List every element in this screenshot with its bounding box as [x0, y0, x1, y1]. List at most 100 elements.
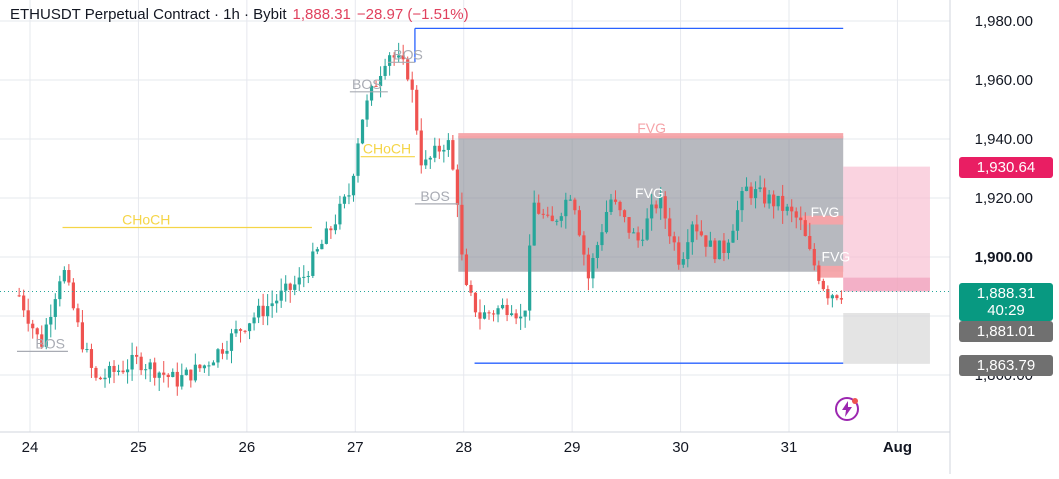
candle-body: [464, 254, 469, 285]
candle-body: [279, 290, 283, 301]
candle-body: [568, 199, 572, 201]
candle-body: [98, 377, 103, 380]
candle-body: [374, 85, 378, 87]
candle-body: [781, 195, 785, 211]
candle-body: [103, 377, 107, 380]
candle-body: [582, 235, 586, 255]
countdown-timer: 40:29: [987, 302, 1025, 319]
zone-red: [458, 133, 844, 139]
candle-body: [130, 354, 134, 370]
candle-body: [419, 130, 423, 166]
candle-body: [44, 324, 48, 347]
candle-body: [121, 370, 125, 373]
x-tick-label: 28: [455, 439, 472, 456]
candle-body: [424, 159, 428, 166]
candle-body: [220, 349, 225, 354]
candle-body: [76, 308, 80, 323]
candle-body: [713, 240, 717, 260]
annotation-label: BOS: [393, 46, 423, 62]
candle-body: [753, 189, 758, 199]
lightning-icon[interactable]: [833, 395, 861, 423]
candle-body: [139, 356, 143, 371]
candle-body: [722, 240, 726, 253]
candle-body: [451, 140, 455, 170]
annotation-label: FVG: [822, 248, 851, 264]
zone-lightgrey: [843, 313, 930, 364]
candle-body: [266, 306, 270, 317]
candle-body: [216, 349, 220, 363]
candle-body: [460, 204, 464, 255]
candle-body: [198, 364, 202, 369]
candle-body: [116, 370, 121, 372]
candle-body: [473, 292, 478, 313]
candle-body: [523, 310, 527, 317]
candle-body: [808, 235, 812, 249]
candle-body: [189, 369, 193, 381]
grey-low-price-value: 1,863.79: [976, 357, 1036, 374]
candle-body: [686, 242, 690, 260]
candle-body: [428, 157, 432, 160]
candle-body: [347, 195, 351, 197]
candle-body: [257, 305, 261, 318]
candle-body: [537, 202, 541, 214]
candle-body: [690, 224, 694, 243]
annotation-label: BOS: [352, 76, 382, 92]
candle-body: [144, 369, 148, 371]
candle-body: [415, 89, 419, 131]
candle-body: [622, 210, 627, 218]
candle-body: [365, 100, 369, 120]
candle-body: [171, 371, 175, 378]
header-change: −28.97 (−1.51%): [356, 6, 469, 23]
candle-body: [830, 295, 834, 299]
candle-body: [731, 230, 735, 243]
candle-body: [695, 224, 699, 232]
candle-body: [785, 206, 789, 211]
last-price-tag: 1,888.31 40:29: [959, 283, 1053, 321]
candle-body: [383, 65, 387, 76]
zone-red: [818, 265, 844, 278]
candle-body: [650, 204, 654, 219]
zone-grey: [458, 136, 844, 272]
candle-body: [211, 362, 216, 366]
chart-header: ETHUSDT Perpetual Contract · 1h · Bybit 1…: [10, 6, 469, 23]
candle-body: [53, 299, 57, 317]
header-price: 1,888.31: [292, 6, 351, 23]
grey-mid-price-value: 1,881.01: [976, 323, 1036, 340]
annotation-label: BOS: [35, 335, 65, 351]
candle-body: [166, 374, 170, 378]
candle-body: [478, 312, 482, 319]
candle-body: [790, 206, 794, 212]
annotation-label: FVG: [637, 120, 666, 136]
candle-body: [238, 329, 243, 331]
candle-body: [311, 251, 315, 276]
candle-body: [378, 75, 383, 87]
candle-body: [342, 196, 347, 204]
candle-body: [261, 305, 265, 317]
candle-body: [288, 283, 292, 290]
zone-red: [802, 215, 844, 225]
x-tick-label: 25: [130, 439, 147, 456]
candle-body: [528, 245, 532, 311]
candle-body: [297, 277, 301, 285]
candle-body: [49, 316, 53, 325]
candle-body: [586, 254, 591, 279]
zone-pink-overlap: [843, 277, 930, 292]
x-tick-label: 29: [564, 439, 581, 456]
candle-body: [717, 240, 722, 260]
candle-body: [148, 362, 152, 370]
candle-body: [482, 312, 487, 319]
candle-body: [559, 216, 563, 221]
x-tick-label: 26: [239, 439, 256, 456]
candle-body: [763, 187, 767, 204]
y-tick-label: 1,960.00: [975, 72, 1033, 89]
candle-body: [510, 313, 514, 316]
candle-body: [496, 308, 500, 315]
grey-mid-price-tag: 1,881.01: [959, 321, 1053, 342]
candle-body: [40, 334, 44, 347]
last-price-value: 1,888.31: [976, 285, 1036, 302]
candle-body: [324, 228, 328, 244]
candle-body: [320, 243, 324, 250]
candle-body: [401, 55, 405, 60]
